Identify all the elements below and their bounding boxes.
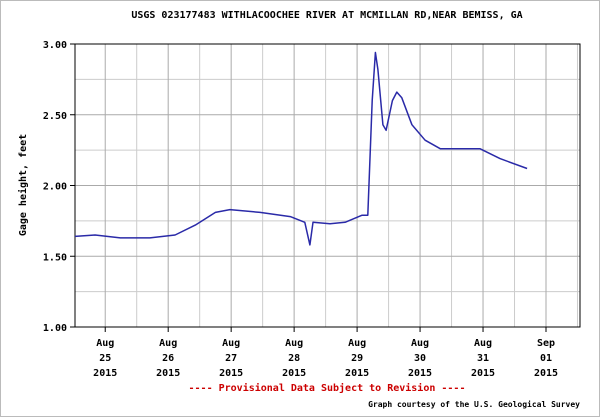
x-tick-label: 27 <box>225 353 237 364</box>
y-tick-label: 2.50 <box>43 111 67 122</box>
x-tick-label: Aug <box>285 338 303 349</box>
y-tick-label: 3.00 <box>43 40 67 51</box>
x-tick-label: Aug <box>474 338 492 349</box>
x-tick-label: 28 <box>288 353 300 364</box>
x-tick-label: Aug <box>96 338 114 349</box>
x-tick-label: Aug <box>411 338 429 349</box>
x-tick-label: Aug <box>348 338 366 349</box>
x-tick-label: Aug <box>222 338 240 349</box>
x-tick-label: 31 <box>477 353 489 364</box>
x-tick-label: 01 <box>540 353 552 364</box>
x-tick-label: Sep <box>537 338 555 349</box>
data-line <box>74 51 528 246</box>
x-tick-label: 2015 <box>156 368 180 379</box>
y-axis-label: Gage height, feet <box>17 134 29 236</box>
x-tick-label: Aug <box>159 338 177 349</box>
x-tick-label: 2015 <box>93 368 117 379</box>
credit: Graph courtesy of the U.S. Geological Su… <box>368 399 580 409</box>
chart-title: USGS 023177483 WITHLACOOCHEE RIVER AT MC… <box>131 10 522 21</box>
x-tick-label: 2015 <box>408 368 432 379</box>
provisional-notice: ---- Provisional Data Subject to Revisio… <box>189 382 466 394</box>
x-tick-label: 30 <box>414 353 426 364</box>
x-tick-label: 2015 <box>345 368 369 379</box>
x-tick-label: 26 <box>162 353 174 364</box>
y-tick-label: 1.50 <box>43 252 67 263</box>
x-tick-label: 2015 <box>282 368 306 379</box>
y-tick-label: 1.00 <box>43 323 67 334</box>
x-tick-label: 2015 <box>471 368 495 379</box>
x-tick-label: 2015 <box>219 368 243 379</box>
x-tick-label: 2015 <box>534 368 558 379</box>
y-tick-label: 2.00 <box>43 182 67 193</box>
x-tick-label: 29 <box>351 353 363 364</box>
x-tick-label: 25 <box>99 353 111 364</box>
plot-border <box>74 43 581 328</box>
